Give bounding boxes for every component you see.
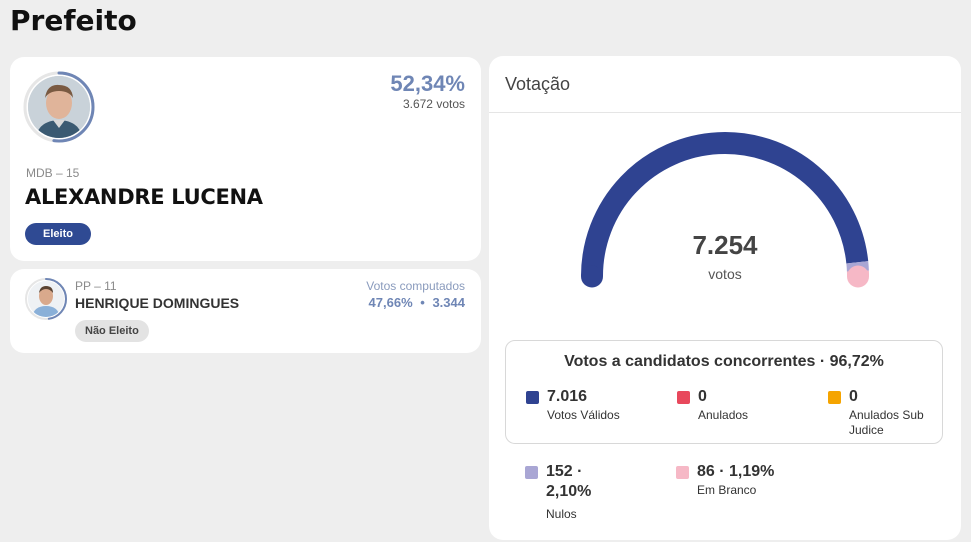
runner-up-percent: 47,66% bbox=[368, 295, 413, 310]
legend-swatch bbox=[525, 466, 538, 479]
legend-label: Nulos bbox=[546, 507, 577, 521]
runner-up-candidate-card[interactable]: PP – 11 HENRIQUE DOMINGUES Votos computa… bbox=[10, 269, 481, 353]
runner-up-avatar bbox=[24, 277, 68, 321]
legend-label: Votos Válidos bbox=[547, 408, 620, 422]
not-elected-badge: Não Eleito bbox=[75, 320, 149, 342]
votes-gauge-chart bbox=[581, 132, 870, 288]
legend-value-line1: 152 · bbox=[546, 463, 583, 480]
runner-up-result: 47,66% • 3.344 bbox=[369, 295, 465, 310]
winner-candidate-card[interactable]: 52,34% 3.672 votos MDB – 15 ALEXANDRE LU… bbox=[10, 57, 481, 261]
winner-party: MDB – 15 bbox=[26, 166, 80, 180]
winner-percent: 52,34% bbox=[390, 71, 465, 96]
valid-votes-box-title: Votos a candidatos concorrentes · 96,72% bbox=[564, 353, 884, 370]
voting-summary-card: Votação 7.254 votos Votos a candidatos c… bbox=[489, 56, 961, 540]
legend-value-line2: 2,10% bbox=[546, 483, 592, 500]
gauge-end-cap bbox=[847, 265, 869, 288]
legend-swatch bbox=[677, 391, 690, 404]
legend-value: 7.016 bbox=[547, 388, 588, 405]
legend-label-line1: Anulados Sub bbox=[849, 408, 924, 422]
winner-votes: 3.672 votos bbox=[402, 97, 465, 111]
legend-swatch bbox=[526, 391, 539, 404]
legend-value: 0 bbox=[698, 388, 707, 405]
winner-name: ALEXANDRE LUCENA bbox=[25, 185, 263, 209]
page-title: Prefeito bbox=[10, 4, 137, 37]
elected-badge: Eleito bbox=[25, 223, 91, 245]
legend-swatch bbox=[828, 391, 841, 404]
gauge-segment-votos-v-lidos bbox=[581, 132, 869, 277]
separator-dot: • bbox=[420, 295, 425, 310]
winner-avatar bbox=[22, 70, 95, 143]
gauge-end-cap bbox=[581, 265, 603, 288]
valid-votes-box: Votos a candidatos concorrentes · 96,72%… bbox=[505, 340, 943, 444]
divider bbox=[489, 112, 961, 113]
legend-label: Anulados bbox=[698, 408, 749, 422]
runner-up-name: HENRIQUE DOMINGUES bbox=[75, 295, 240, 311]
gauge-total-unit: votos bbox=[708, 266, 742, 282]
vote-ring-icon bbox=[25, 278, 67, 320]
runner-up-votes: 3.344 bbox=[432, 295, 465, 310]
person-photo-icon bbox=[28, 76, 90, 138]
voting-title: Votação bbox=[505, 74, 571, 94]
runner-up-party: PP – 11 bbox=[75, 279, 117, 293]
gauge-total-votes: 7.254 bbox=[692, 230, 758, 260]
legend-label: Em Branco bbox=[697, 483, 757, 497]
legend-swatch bbox=[676, 466, 689, 479]
computed-votes-label: Votos computados bbox=[366, 279, 465, 293]
legend-value: 86 · 1,19% bbox=[697, 463, 775, 480]
vote-ring-icon bbox=[23, 71, 95, 143]
legend-value: 0 bbox=[849, 388, 858, 405]
legend-label-line2: Judice bbox=[849, 423, 884, 437]
person-photo-icon bbox=[28, 281, 64, 317]
